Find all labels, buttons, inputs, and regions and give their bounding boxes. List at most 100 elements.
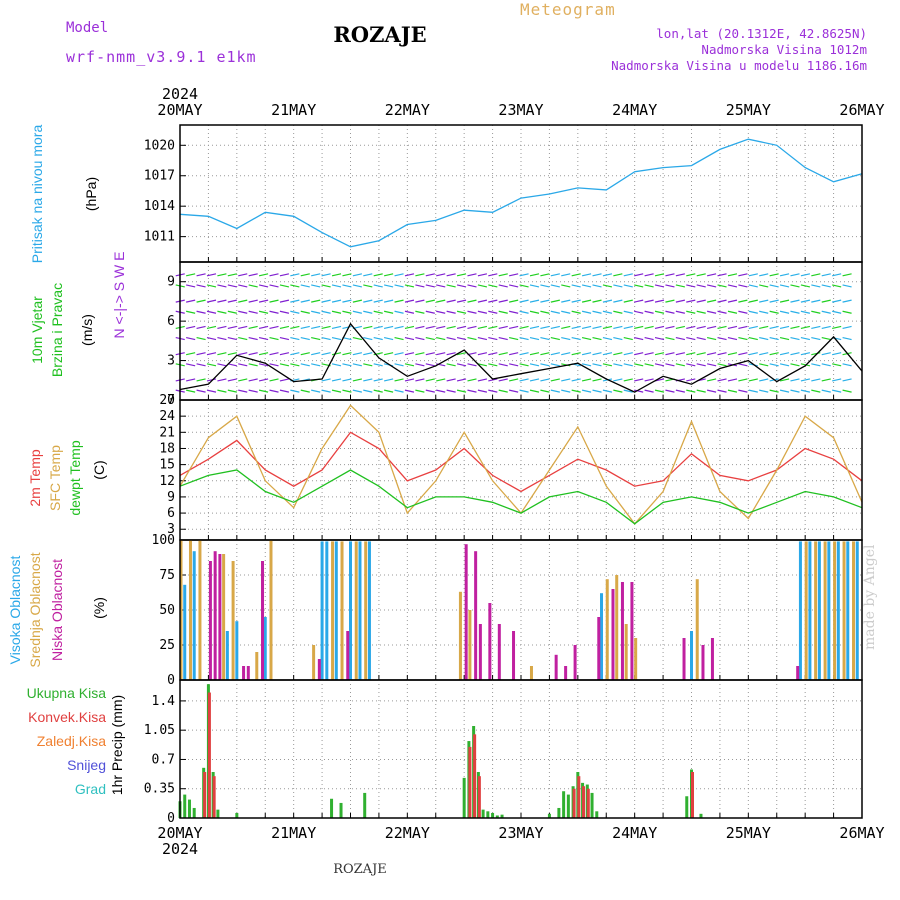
- wind-arrow: [352, 310, 362, 314]
- wind-arrow: [217, 325, 227, 329]
- wind-arrow: [800, 378, 811, 382]
- wind-arrow: [832, 325, 842, 329]
- date-label-bottom: 21MAY: [271, 824, 316, 842]
- wind-arrow: [446, 284, 456, 288]
- wind-arrow: [509, 352, 519, 356]
- wind-arrow: [196, 363, 206, 367]
- wind-arrow: [206, 363, 217, 367]
- wind-arrow: [373, 363, 383, 367]
- precip-legend-4: Grad: [75, 781, 106, 797]
- wind-arrow: [352, 363, 362, 367]
- bar-precip: [577, 776, 581, 818]
- wind-arrow: [415, 378, 425, 382]
- wind-arrow: [800, 299, 811, 303]
- wind-arrow: [571, 378, 581, 382]
- bar-clouds: [827, 541, 831, 680]
- wind-arrow: [290, 325, 300, 329]
- wind-arrow: [842, 325, 852, 329]
- wind-arrow: [779, 284, 790, 288]
- wind-arrow: [321, 336, 331, 341]
- bar-clouds: [855, 541, 859, 680]
- wind-arrow: [446, 325, 456, 329]
- wind-arrow: [300, 352, 310, 356]
- wind-arrow: [415, 284, 425, 288]
- wind-arrow: [509, 336, 519, 341]
- wind-arrow: [456, 325, 467, 329]
- wind-arrow: [290, 363, 300, 367]
- wind-arrow: [383, 336, 394, 341]
- wind-arrow: [800, 389, 811, 393]
- wind-arrow: [467, 310, 477, 314]
- wind-arrow: [394, 389, 404, 393]
- y-tick-label: 0: [167, 673, 175, 688]
- bar-precip: [486, 811, 490, 818]
- wind-arrow: [602, 284, 613, 288]
- wind-arrow: [738, 363, 748, 367]
- wind-arrow: [769, 284, 779, 288]
- wind-arrow: [425, 363, 435, 367]
- wind-arrow: [654, 336, 665, 341]
- wind-arrow: [279, 310, 290, 314]
- wind-arrow: [717, 310, 727, 314]
- wind-arrow: [634, 389, 644, 393]
- wind-arrow: [519, 378, 529, 382]
- line-temperature-2: [179, 469, 863, 525]
- wind-arrow: [238, 352, 248, 356]
- wind-arrow: [456, 284, 467, 288]
- wind-arrow: [821, 299, 831, 303]
- wind-arrow: [602, 389, 613, 393]
- wind-arrow: [832, 389, 842, 393]
- wind-arrow: [269, 284, 279, 288]
- bar-clouds: [497, 624, 501, 680]
- wind-arrow: [675, 284, 685, 288]
- wind-arrow: [446, 363, 456, 367]
- wind-arrow: [331, 284, 342, 288]
- wind-arrow: [665, 363, 675, 367]
- bar-clouds: [836, 541, 840, 680]
- wind-arrow: [759, 310, 769, 314]
- wind-arrow: [686, 363, 696, 367]
- date-label-top: 22MAY: [385, 101, 430, 119]
- wind-arrow: [842, 389, 852, 393]
- wind-arrow: [217, 352, 227, 356]
- wind-arrow: [186, 325, 196, 329]
- wind-arrow: [665, 299, 675, 303]
- panel-temperature: [179, 399, 863, 541]
- wind-arrow: [498, 352, 508, 356]
- wind-arrow: [238, 310, 248, 314]
- wind-arrow: [696, 273, 706, 277]
- wind-arrow: [217, 389, 227, 393]
- wind-arrow: [790, 352, 800, 356]
- bar-clouds: [464, 544, 468, 680]
- wind-arrow: [832, 273, 842, 277]
- bar-clouds: [478, 624, 482, 680]
- wind-arrow: [696, 325, 706, 329]
- wind-arrow: [613, 273, 623, 277]
- bar-clouds: [634, 638, 638, 680]
- wind-arrow: [383, 284, 394, 288]
- wind-arrow: [248, 273, 258, 277]
- wind-arrow: [540, 310, 550, 314]
- wind-arrow: [331, 336, 342, 341]
- wind-arrow: [738, 352, 748, 356]
- wind-arrow: [592, 284, 602, 288]
- wind-arrow: [769, 325, 779, 329]
- wind-arrow: [581, 284, 592, 288]
- wind-arrow: [467, 336, 477, 341]
- wind-arrow: [342, 273, 352, 277]
- wind-arrow: [665, 310, 675, 314]
- wind-arrow: [529, 389, 540, 393]
- wind-arrow: [529, 284, 540, 288]
- wind-arrow: [248, 378, 258, 382]
- wind-arrow: [686, 284, 696, 288]
- wind-arrow: [488, 363, 498, 367]
- wind-arrow: [363, 299, 373, 303]
- wind-arrow: [748, 273, 758, 277]
- wind-arrow: [623, 363, 633, 367]
- wind-arrow: [248, 325, 258, 329]
- y-tick-label: 1.05: [144, 723, 175, 738]
- wind-arrow: [529, 363, 540, 367]
- wind-arrow: [842, 336, 852, 341]
- wind-arrow: [186, 310, 196, 314]
- wind-arrow: [342, 310, 352, 314]
